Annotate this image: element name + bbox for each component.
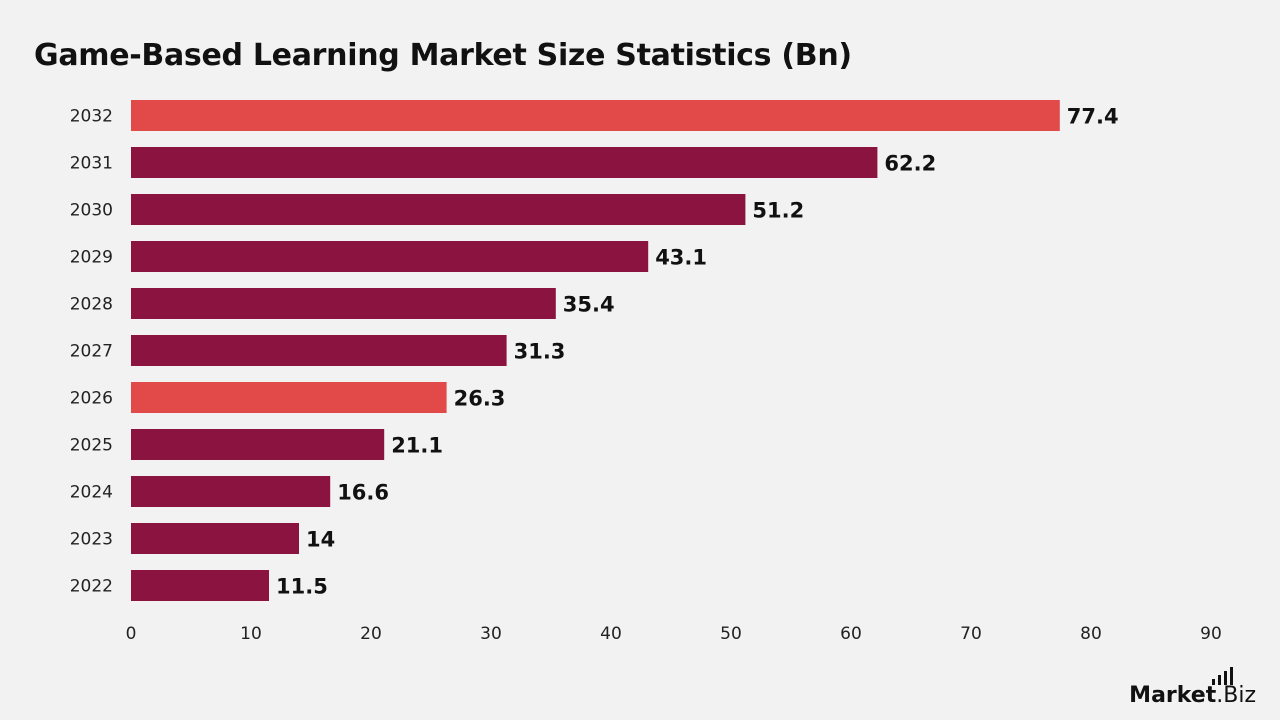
x-tick-label-70: 70 bbox=[960, 624, 982, 644]
category-label-2022: 2022 bbox=[70, 577, 113, 597]
category-label-2028: 2028 bbox=[70, 295, 113, 315]
value-label-2031: 62.2 bbox=[884, 152, 936, 176]
brand-logo: Market .Biz bbox=[1129, 683, 1256, 708]
bar-2032 bbox=[131, 100, 1060, 131]
x-tick-label-0: 0 bbox=[126, 624, 137, 644]
x-tick-label-10: 10 bbox=[240, 624, 262, 644]
x-tick-label-60: 60 bbox=[840, 624, 862, 644]
bar-2030 bbox=[131, 194, 746, 225]
x-tick-label-90: 90 bbox=[1200, 624, 1222, 644]
value-label-2027: 31.3 bbox=[514, 340, 566, 364]
bar-2023 bbox=[131, 523, 299, 554]
category-label-2031: 2031 bbox=[70, 154, 113, 174]
category-label-2026: 2026 bbox=[70, 389, 113, 409]
chart-title: Game-Based Learning Market Size Statisti… bbox=[34, 38, 852, 73]
category-label-2029: 2029 bbox=[70, 248, 113, 268]
x-tick-label-50: 50 bbox=[720, 624, 742, 644]
logo-suffix-text: .Biz bbox=[1216, 683, 1256, 708]
bar-2028 bbox=[131, 288, 556, 319]
category-label-2025: 2025 bbox=[70, 436, 113, 456]
bar-2029 bbox=[131, 241, 649, 272]
value-label-2030: 51.2 bbox=[752, 199, 804, 223]
value-label-2028: 35.4 bbox=[563, 293, 615, 317]
category-label-2027: 2027 bbox=[70, 342, 113, 362]
logo-bar-icon-2 bbox=[1218, 675, 1221, 685]
value-label-2025: 21.1 bbox=[391, 434, 443, 458]
bar-2022 bbox=[131, 570, 269, 601]
x-tick-label-30: 30 bbox=[480, 624, 502, 644]
logo-bar-icon-1 bbox=[1212, 679, 1215, 685]
category-label-2024: 2024 bbox=[70, 483, 113, 503]
value-label-2026: 26.3 bbox=[454, 387, 506, 411]
logo-bar-icon-4 bbox=[1230, 667, 1233, 685]
bar-2025 bbox=[131, 429, 385, 460]
logo-bar-icon-3 bbox=[1224, 671, 1227, 685]
bar-2031 bbox=[131, 147, 878, 178]
value-label-2022: 11.5 bbox=[276, 575, 328, 599]
x-tick-label-40: 40 bbox=[600, 624, 622, 644]
category-label-2030: 2030 bbox=[70, 201, 113, 221]
bar-2024 bbox=[131, 476, 331, 507]
category-label-2023: 2023 bbox=[70, 530, 113, 550]
bar-2026 bbox=[131, 382, 447, 413]
value-label-2023: 14 bbox=[306, 528, 335, 552]
value-label-2032: 77.4 bbox=[1067, 105, 1119, 129]
x-tick-label-20: 20 bbox=[360, 624, 382, 644]
x-tick-label-80: 80 bbox=[1080, 624, 1102, 644]
logo-brand-text: Market bbox=[1129, 683, 1217, 708]
category-label-2032: 2032 bbox=[70, 107, 113, 127]
value-label-2024: 16.6 bbox=[337, 481, 389, 505]
bar-2027 bbox=[131, 335, 507, 366]
value-label-2029: 43.1 bbox=[655, 246, 707, 270]
